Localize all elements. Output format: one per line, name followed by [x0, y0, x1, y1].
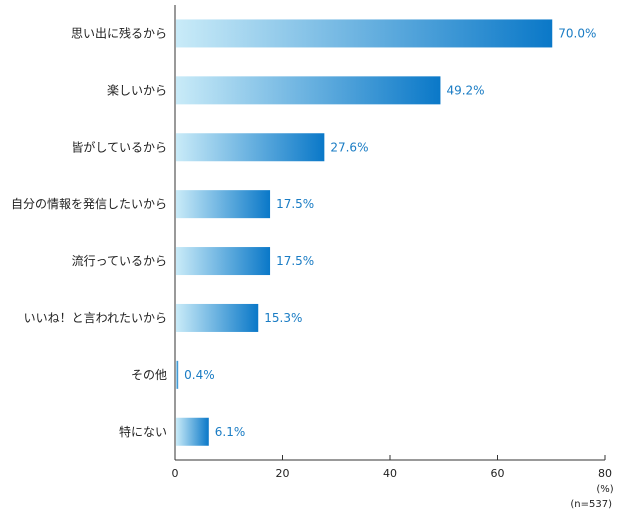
value-label: 15.3%	[264, 311, 302, 325]
category-label: 流行っているから	[72, 254, 167, 268]
bar	[176, 19, 553, 48]
bar	[176, 190, 271, 219]
value-label: 0.4%	[184, 368, 215, 382]
category-label: 楽しいから	[107, 83, 167, 97]
bar	[176, 76, 441, 105]
bar	[176, 417, 209, 446]
bar	[176, 360, 179, 389]
x-unit-label: (%)	[596, 484, 613, 495]
value-label: 17.5%	[276, 254, 314, 268]
value-label: 70.0%	[558, 26, 596, 40]
value-label: 27.6%	[330, 140, 368, 154]
category-label: 思い出に残るから	[71, 26, 167, 40]
value-label: 49.2%	[446, 83, 484, 97]
sample-size-label: (n=537)	[570, 499, 612, 510]
category-label: いいね！と言われたいから	[24, 311, 167, 325]
category-label: 特にない	[119, 424, 167, 439]
category-label: その他	[131, 368, 167, 382]
category-label: 自分の情報を発信したいから	[11, 197, 167, 211]
value-label: 17.5%	[276, 197, 314, 211]
x-tick-label: 20	[276, 467, 290, 480]
bar	[176, 247, 271, 276]
category-label: 皆がしているから	[71, 139, 167, 154]
value-label: 6.1%	[215, 425, 246, 439]
bar	[176, 133, 325, 162]
x-tick-label: 40	[383, 467, 397, 480]
bar	[176, 303, 259, 332]
x-tick-label: 0	[172, 467, 179, 480]
x-tick-label: 80	[598, 467, 612, 480]
x-tick-label: 60	[491, 467, 505, 480]
